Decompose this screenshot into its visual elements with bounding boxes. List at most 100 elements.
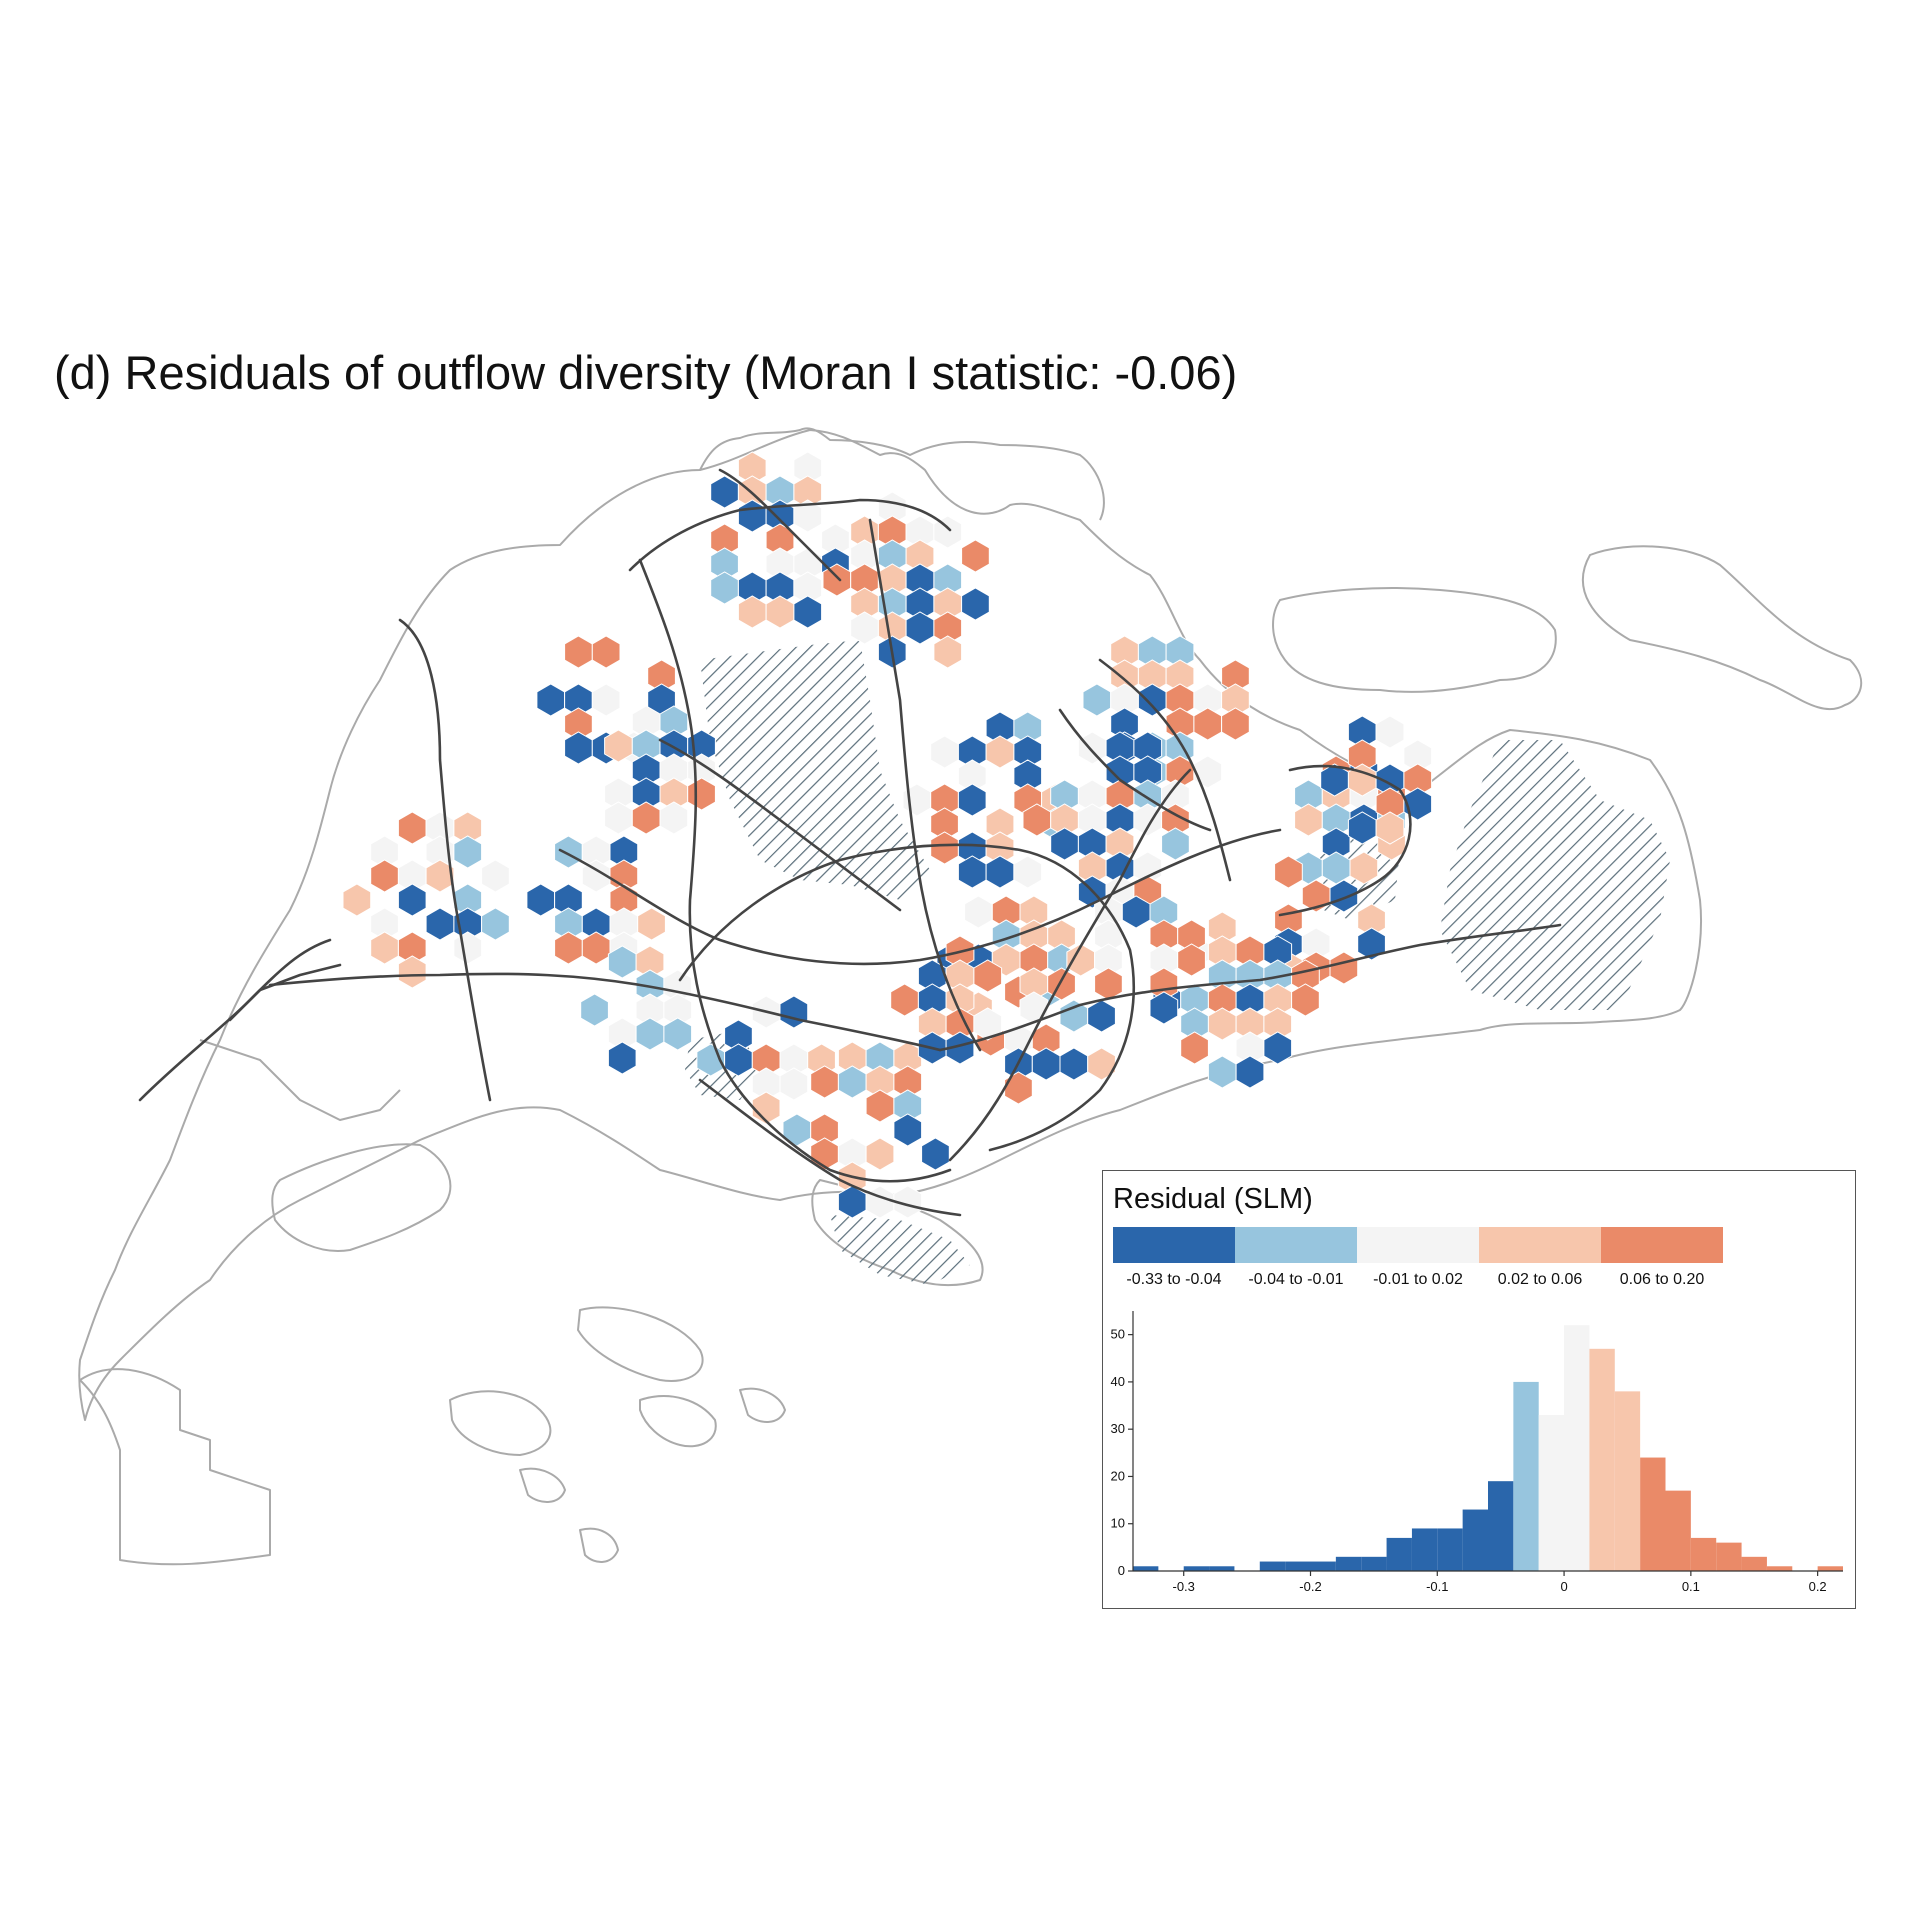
hexagon-cell [1235, 1055, 1265, 1089]
southern-island-1 [449, 1390, 552, 1456]
southern-island-hatch [830, 1215, 970, 1285]
histogram-bar-0 [1133, 1566, 1159, 1571]
hexagon-cell [1013, 855, 1043, 889]
legend-label-2: -0.04 to -0.01 [1248, 1271, 1344, 1288]
hexagon-cell [1087, 1047, 1116, 1081]
hexagon-cell [607, 1041, 637, 1075]
legend-label-3: -0.01 to 0.02 [1373, 1271, 1463, 1288]
legend-label-5: 0.06 to 0.20 [1619, 1271, 1705, 1288]
hexagon-cell [397, 883, 427, 917]
western-reclamation [199, 1039, 401, 1121]
legend-label-4: 0.02 to 0.06 [1497, 1271, 1583, 1288]
histogram-bar-27 [1817, 1566, 1843, 1571]
histogram-bar-15 [1513, 1381, 1539, 1571]
histogram-bar-3 [1209, 1566, 1235, 1571]
rail-line-thomson [868, 518, 982, 1052]
histogram-x-tick-label: -0.3 [1173, 1579, 1195, 1594]
hexagon-cell [481, 907, 510, 941]
hexagon-cell [921, 1137, 950, 1171]
rail-line-north-south [638, 558, 952, 1183]
southern-island-5 [739, 1387, 786, 1423]
histogram-x-tick-label: 0.1 [1682, 1579, 1700, 1594]
hexagon-cell [905, 611, 935, 645]
hexagon-cell [425, 907, 455, 941]
hexagon-cell [453, 931, 483, 965]
pulau-tekong [1581, 545, 1863, 711]
hexagon-cell [1329, 879, 1359, 913]
hexagon-cell [930, 735, 959, 769]
southern-island-3 [639, 1395, 717, 1448]
rail-line-west [268, 972, 942, 1052]
tuas-reclamation [79, 1368, 271, 1566]
legend-panel: Residual (SLM) -0.33 to -0.04 -0.04 to -… [1102, 1170, 1856, 1609]
rail-line-circle [678, 843, 1136, 1152]
hexagon-cell [957, 783, 987, 817]
hexagon-cell [342, 883, 372, 917]
hexagon-cell [1180, 1031, 1209, 1065]
hexagon-cell [1019, 991, 1049, 1025]
hexagon-cell [710, 475, 739, 509]
hexagon-cell [1177, 943, 1206, 977]
hexagon-cell [1375, 715, 1405, 749]
histogram-y-tick-label: 10 [1111, 1516, 1125, 1531]
rail-line-pasir-ris [1278, 764, 1412, 917]
hexagon-cell [751, 1091, 781, 1125]
hexagon-cell [659, 801, 689, 835]
legend-color-bar [1113, 1227, 1723, 1263]
hexagon-cell [973, 1007, 1003, 1041]
jurong-island [271, 1143, 452, 1252]
histogram-bar-10 [1386, 1537, 1412, 1571]
hexagon-cell [837, 1065, 867, 1099]
rail-line-expressway-west [228, 963, 342, 1022]
hexagon-cell [687, 777, 716, 811]
hexagon-cell [663, 1017, 693, 1051]
hexagon-cell [1193, 755, 1223, 789]
histogram-bar-7 [1310, 1561, 1336, 1571]
hexagon-cell [1329, 951, 1359, 985]
hexagon-cell [865, 1089, 895, 1123]
hexagon-cell [930, 831, 959, 865]
residual-histogram: -0.3 -0.2 -0.1 0 0.1 0.2 0 10 20 30 40 50 [1111, 1311, 1843, 1594]
hexagon-cell [893, 1185, 923, 1219]
histogram-y-tick-label: 40 [1111, 1374, 1125, 1389]
legend-swatch-4 [1479, 1227, 1601, 1263]
hexagon-cell [397, 811, 427, 845]
rail-line-bukit [658, 738, 902, 912]
changi-airport-hatch [1440, 740, 1670, 1010]
legend-title: Residual (SLM) [1113, 1183, 1313, 1215]
coastline [78, 427, 1863, 1566]
rail-line-north-loop [628, 498, 952, 572]
hexagon-cell [957, 855, 987, 889]
hexagon-cell [964, 895, 993, 929]
hexagon-cell [554, 835, 583, 869]
hexagon-cell [581, 931, 611, 965]
histogram-y-tick-label: 20 [1111, 1468, 1125, 1483]
histogram-y-tick-label: 0 [1118, 1563, 1125, 1578]
histogram-y-tick-label: 30 [1111, 1421, 1125, 1436]
hexagon-cell [933, 515, 963, 549]
hexagon-cell [1263, 1031, 1293, 1065]
histogram-bar-12 [1437, 1528, 1463, 1571]
residual-hexagon-grid [342, 451, 1433, 1219]
mainland-outline [78, 429, 1702, 1421]
hexagon-cell [1004, 1071, 1033, 1105]
rail-network [138, 468, 1562, 1217]
hexagon-cell [526, 883, 556, 917]
hexagon-cell [1294, 803, 1323, 837]
hexagon-cell [737, 595, 767, 629]
rail-line-south [698, 1078, 962, 1217]
hexagon-cell [604, 801, 633, 835]
histogram-x-tick-label: -0.1 [1426, 1579, 1448, 1594]
hexagon-cell [580, 993, 609, 1027]
hexagon-cell [793, 595, 823, 629]
histogram-bar-23 [1716, 1542, 1742, 1571]
histogram-bar-25 [1766, 1566, 1793, 1571]
hexagon-cell [635, 1017, 665, 1051]
hexagon-cell [591, 635, 621, 669]
hexagon-cell [865, 1137, 895, 1171]
hexagon-cell [1133, 803, 1163, 837]
histogram-bar-18 [1589, 1348, 1615, 1571]
histogram-bar-24 [1741, 1556, 1767, 1571]
hexagon-cell [453, 835, 483, 869]
histogram-x-tick-label: 0.2 [1809, 1579, 1827, 1594]
